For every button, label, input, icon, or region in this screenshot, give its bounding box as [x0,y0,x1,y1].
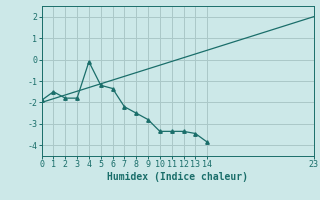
X-axis label: Humidex (Indice chaleur): Humidex (Indice chaleur) [107,172,248,182]
